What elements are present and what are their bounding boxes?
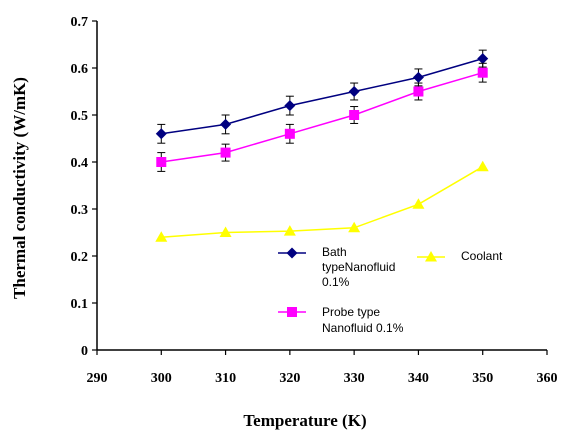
series-line [161, 57, 483, 135]
series-2 [156, 62, 488, 172]
data-point [413, 86, 424, 97]
y-tick-label: 0 [81, 344, 88, 359]
data-point [284, 128, 295, 139]
legend-label: Probe type [322, 305, 380, 319]
y-tick-label: 0.6 [71, 62, 89, 77]
data-point [348, 221, 361, 233]
data-point [412, 71, 424, 83]
series-line [161, 166, 484, 238]
legend-swatch-marker [425, 251, 437, 262]
x-tick-label: 300 [151, 371, 172, 386]
data-point [219, 226, 232, 237]
y-tick-label: 0.5 [71, 109, 89, 124]
data-point [477, 67, 488, 78]
data-point [155, 231, 168, 242]
ticks: 290 300 310 320 330 340 350 360 0 0.1 0.2 0.3 0.4 0.5… [71, 15, 558, 386]
x-tick-label: 350 [472, 371, 493, 386]
legend-label: typeNanofluid [322, 260, 395, 274]
y-axis-title: Thermal conductivity (W/mK) [10, 77, 29, 299]
data-point [220, 118, 232, 130]
data-point [477, 53, 489, 65]
legend-swatch-marker [286, 247, 298, 259]
data-point [283, 225, 296, 236]
legend-entry-2: Probe type Nanofluid 0.1% [278, 305, 404, 335]
y-tick-label: 0.1 [71, 297, 89, 312]
series-1 [155, 49, 489, 144]
data-point [349, 110, 360, 120]
y-tick-label: 0.7 [71, 15, 89, 30]
data-point [156, 157, 167, 167]
y-tick-label: 0.4 [71, 156, 89, 171]
legend-label: Bath [322, 245, 347, 259]
legend-entry-3: Coolant [417, 249, 503, 263]
legend-label: Nanofluid 0.1% [322, 321, 404, 335]
series-3 [155, 160, 489, 242]
data-point [284, 100, 296, 112]
x-tick-label: 290 [87, 371, 108, 386]
axes [96, 21, 547, 351]
x-tick-label: 360 [537, 371, 558, 386]
data-point [412, 198, 425, 209]
series-line [161, 71, 483, 163]
plot-area [155, 49, 489, 242]
legend-swatch-marker [287, 307, 297, 317]
x-axis-title: Temperature (K) [243, 411, 366, 430]
data-point [155, 128, 167, 140]
y-tick-label: 0.3 [71, 203, 89, 218]
x-tick-label: 320 [279, 371, 300, 386]
data-point [220, 147, 231, 158]
legend-label: Coolant [461, 249, 503, 263]
x-tick-label: 310 [215, 371, 236, 386]
data-point [348, 86, 360, 97]
y-tick-label: 0.2 [71, 250, 89, 265]
x-tick-label: 340 [408, 371, 429, 386]
legend-label: 0.1% [322, 275, 350, 289]
x-tick-label: 330 [344, 371, 365, 386]
data-point [476, 160, 489, 172]
